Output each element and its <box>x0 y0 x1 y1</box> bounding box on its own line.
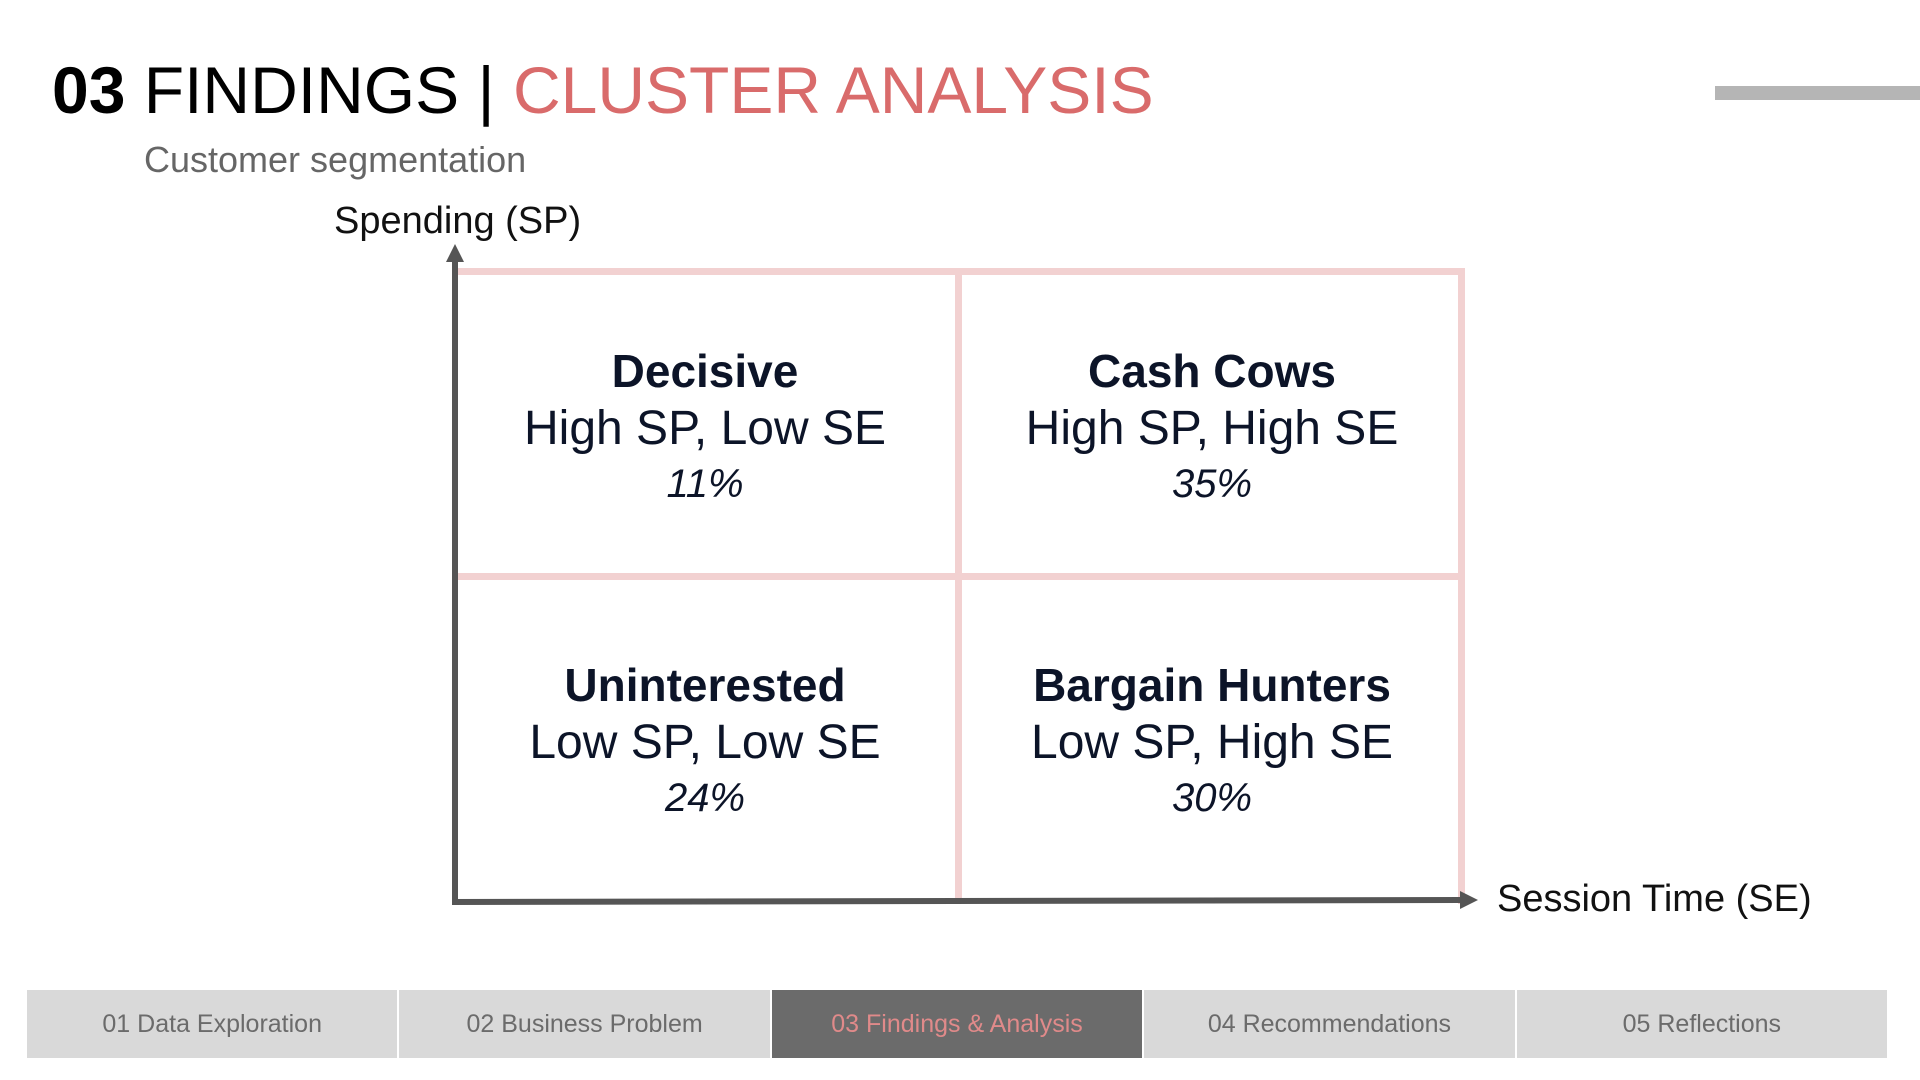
quadrant-percent: 11% <box>666 462 744 506</box>
title-separator: | <box>477 53 495 127</box>
page-subtitle: Customer segmentation <box>144 139 527 180</box>
nav-tab-reflections[interactable]: 05 Reflections <box>1516 990 1888 1058</box>
quadrant-decisive: Decisive High SP, Low SE 11% <box>455 342 955 510</box>
quadrant-name: Uninterested <box>564 659 846 711</box>
x-axis-label: Session Time (SE) <box>1497 878 1812 920</box>
y-axis-label: Spending (SP) <box>334 200 582 242</box>
quadrant-divider-horizontal <box>452 573 1465 580</box>
title-main: FINDINGS <box>143 53 460 127</box>
page-title: 03 FINDINGS | CLUSTER ANALYSIS <box>52 50 1154 130</box>
quadrant-cash-cows: Cash Cows High SP, High SE 35% <box>962 342 1462 510</box>
quadrant-description: High SP, Low SE <box>524 402 886 455</box>
section-nav: 01 Data Exploration 02 Business Problem … <box>27 990 1888 1058</box>
quadrant-description: Low SP, High SE <box>1031 716 1393 769</box>
quadrant-divider-vertical <box>955 268 962 904</box>
quadrant-percent: 35% <box>1171 462 1253 506</box>
quadrant-name: Bargain Hunters <box>1033 659 1391 711</box>
quadrant-uninterested: Uninterested Low SP, Low SE 24% <box>455 656 955 824</box>
nav-tab-recommendations[interactable]: 04 Recommendations <box>1144 990 1515 1058</box>
quadrant-bargain-hunters: Bargain Hunters Low SP, High SE 30% <box>962 656 1462 824</box>
quadrant-percent: 24% <box>664 776 746 820</box>
title-number: 03 <box>52 53 126 127</box>
nav-tab-data-exploration[interactable]: 01 Data Exploration <box>27 990 398 1058</box>
nav-tab-business-problem[interactable]: 02 Business Problem <box>399 990 770 1058</box>
y-axis-arrowhead <box>446 244 464 262</box>
quadrant-description: Low SP, Low SE <box>529 716 881 769</box>
quadrant-name: Cash Cows <box>1088 345 1336 397</box>
quadrant-name: Decisive <box>611 345 799 397</box>
title-accent: CLUSTER ANALYSIS <box>512 53 1154 127</box>
nav-tab-findings-analysis[interactable]: 03 Findings & Analysis <box>771 990 1143 1058</box>
quadrant-description: High SP, High SE <box>1025 402 1399 455</box>
header-accent-bar <box>1715 86 1920 100</box>
quadrant-percent: 30% <box>1171 776 1253 820</box>
